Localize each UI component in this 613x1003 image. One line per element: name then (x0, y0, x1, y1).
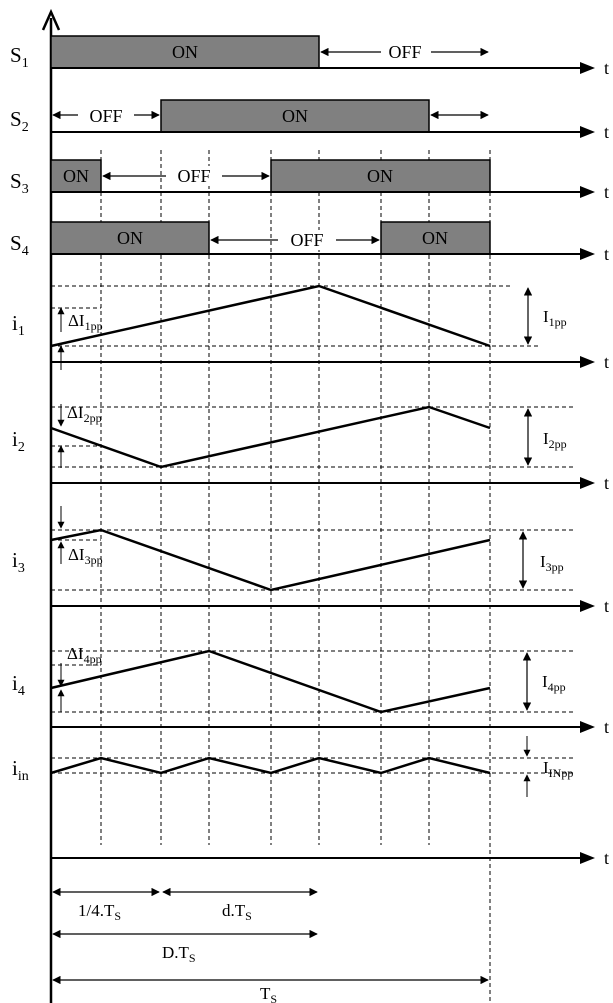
s3-label: S3 (10, 169, 29, 197)
i3-t-label: t (604, 596, 609, 616)
s2-axis-arrowhead (580, 126, 595, 138)
i3-waveform (50, 528, 491, 592)
vertical-axis-arrowhead (41, 8, 61, 31)
s4-t-label: t (604, 244, 609, 264)
iin-waveform (50, 756, 491, 775)
i2-waveform (50, 405, 491, 469)
i2-axis-arrowhead (580, 477, 595, 489)
i2-label: i2 (12, 427, 25, 455)
current-i4-row: t ΔI4pp I4pp i4 (12, 644, 609, 737)
dim-d-ts-label: d.TS (222, 901, 252, 923)
s4-off-label: OFF (290, 230, 323, 250)
iin-label: iin (12, 756, 29, 784)
i4-waveform (50, 649, 491, 714)
i1-axis-arrowhead (580, 356, 595, 368)
s1-label: S1 (10, 43, 29, 71)
dim-big-d-ts-label: D.TS (162, 943, 196, 965)
s4-label: S4 (10, 231, 29, 259)
bottom-time-axis: t (51, 848, 609, 868)
current-i1-row: t ΔI1pp I1pp i1 (12, 284, 609, 372)
i3-axis-arrowhead (580, 600, 595, 612)
s1-off-label: OFF (388, 42, 421, 62)
i1-waveform (50, 284, 491, 348)
s1-on-box (50, 35, 320, 69)
s3-axis-arrowhead (580, 186, 595, 198)
s2-on-label: ON (282, 106, 308, 126)
s4-on-label-2: ON (422, 228, 448, 248)
s4-axis-arrowhead (580, 248, 595, 260)
i1-t-label: t (604, 352, 609, 372)
switch-s4-row: ON ON OFF t S4 (10, 221, 609, 264)
s2-off-label: OFF (89, 106, 122, 126)
s2-on-box (160, 99, 430, 133)
switch-s2-row: ON OFF t S2 (10, 99, 609, 142)
i4-pp-label: I4pp (542, 672, 566, 694)
s3-on-label-2: ON (367, 166, 393, 186)
i1-label: i1 (12, 311, 25, 339)
i3-delta-label: ΔI3pp (68, 545, 103, 567)
s4-on-box-2 (380, 221, 491, 255)
bottom-t-label: t (604, 848, 609, 868)
switch-s3-row: ON ON OFF t S3 (10, 159, 609, 202)
s1-on-label: ON (172, 42, 198, 62)
iin-pp-label: IINpp (543, 758, 573, 780)
i4-axis-arrowhead (580, 721, 595, 733)
s3-off-label: OFF (177, 166, 210, 186)
current-i2-row: t ΔI2pp I2pp i2 (12, 403, 609, 493)
i1-delta-label: ΔI1pp (68, 311, 103, 333)
i4-delta-label: ΔI4pp (67, 644, 102, 666)
s3-on-label-1: ON (63, 166, 89, 186)
current-iin-row: IINpp iin (12, 736, 575, 797)
s4-on-box-1 (50, 221, 210, 255)
current-i3-row: t ΔI3pp I3pp i3 (12, 506, 609, 616)
dim-quarter-ts-label: 1/4.TS (78, 901, 121, 923)
i2-t-label: t (604, 473, 609, 493)
s3-t-label: t (604, 182, 609, 202)
s1-t-label: t (604, 58, 609, 78)
s4-on-label-1: ON (117, 228, 143, 248)
dimension-annotations: 1/4.TS d.TS D.TS TS (52, 887, 489, 1003)
i4-label: i4 (12, 671, 25, 699)
i2-delta-label: ΔI2pp (67, 403, 102, 425)
i3-label: i3 (12, 548, 25, 576)
i1-pp-label: I1pp (543, 307, 567, 329)
s2-label: S2 (10, 107, 29, 135)
i3-pp-label: I3pp (540, 552, 564, 574)
i4-t-label: t (604, 717, 609, 737)
i2-pp-label: I2pp (543, 429, 567, 451)
dim-ts-label: TS (260, 984, 277, 1003)
s1-axis-arrowhead (580, 62, 595, 74)
switch-s1-row: ON OFF t S1 (10, 35, 609, 78)
s2-t-label: t (604, 122, 609, 142)
dashed-time-guides (100, 150, 491, 1003)
